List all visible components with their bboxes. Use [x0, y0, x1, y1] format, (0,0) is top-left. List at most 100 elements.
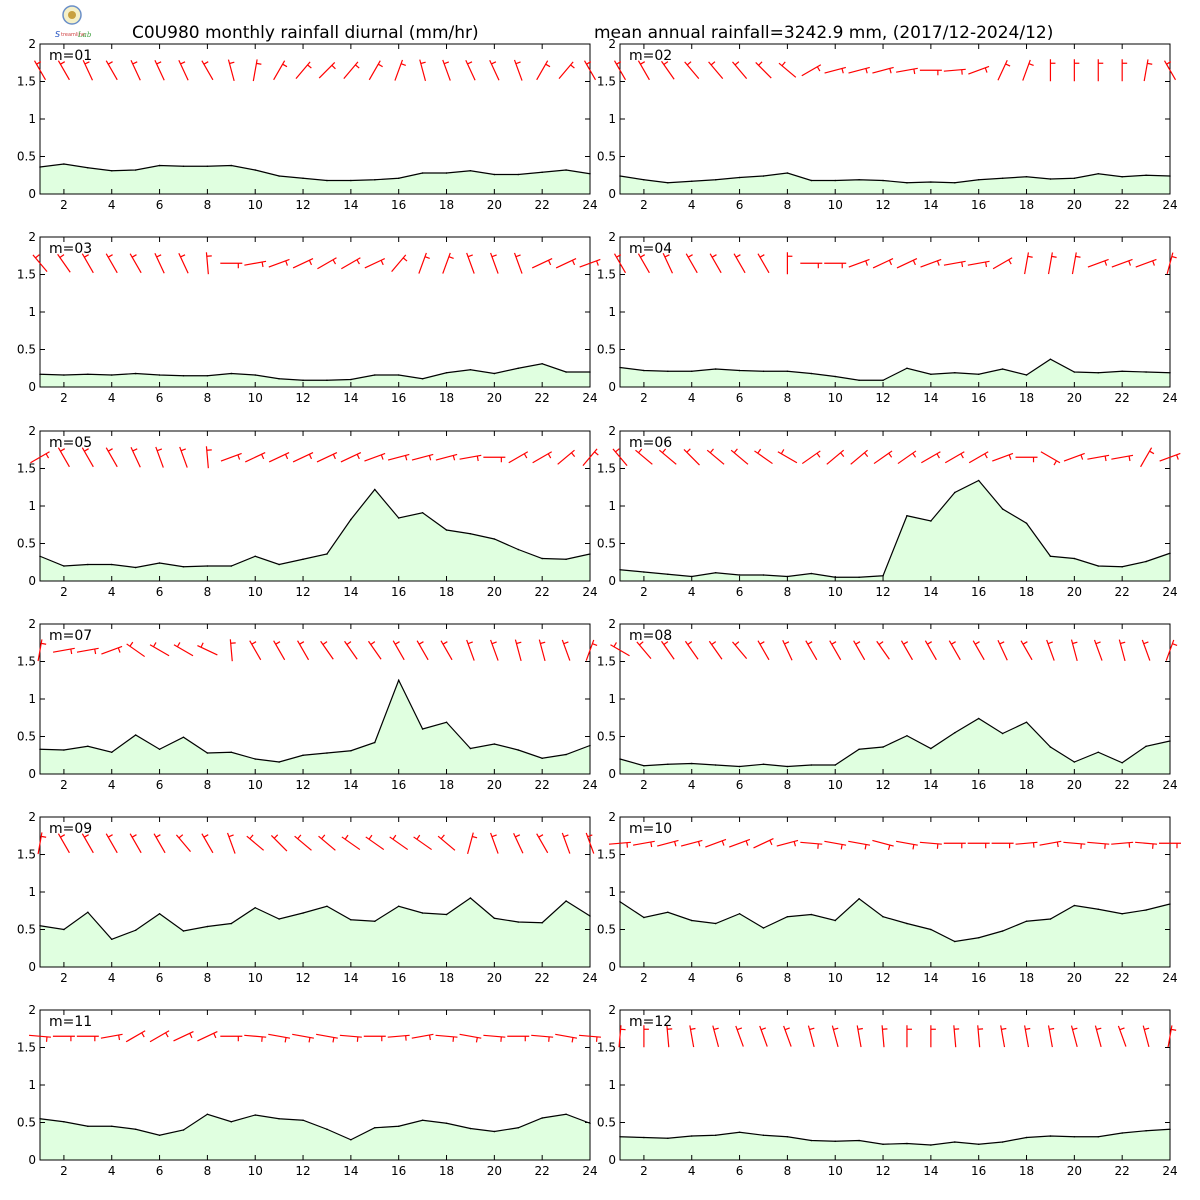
wind-barb-shaft: [561, 639, 571, 661]
x-tick-label: 2: [60, 585, 68, 599]
data-point: [182, 930, 185, 932]
wind-barb: [244, 260, 267, 268]
wind-barb: [419, 59, 427, 82]
wind-barb: [1094, 1025, 1102, 1048]
wind-barb-tick: [467, 641, 473, 645]
wind-barb-tick: [251, 641, 257, 645]
wind-barb-shaft: [972, 640, 985, 661]
wind-barb: [1070, 1025, 1078, 1048]
wind-barb-tick: [322, 641, 328, 646]
y-tick-label: 2: [28, 1003, 36, 1017]
panel-label: m=06: [629, 435, 672, 451]
wind-barb-tick: [640, 254, 646, 258]
wind-barb-shaft: [636, 641, 652, 660]
y-tick-label: 2: [608, 37, 616, 51]
wind-barb: [585, 832, 595, 854]
wind-barb-shaft: [341, 836, 361, 851]
x-tick-label: 24: [1162, 391, 1177, 405]
wind-barb-tick: [308, 1037, 311, 1043]
data-point: [63, 1120, 65, 1123]
rainfall-area: [620, 173, 1170, 194]
data-point: [230, 751, 233, 754]
wind-barb-shaft: [896, 840, 918, 846]
wind-barb-shaft: [130, 447, 141, 468]
x-tick-label: 6: [156, 391, 164, 405]
wind-barb-shaft: [1094, 1025, 1102, 1048]
data-point: [397, 1125, 400, 1128]
wind-barb: [873, 450, 893, 465]
wind-barb-shaft: [129, 253, 142, 274]
wind-barb: [800, 262, 823, 269]
y-tick-label: 1.5: [17, 655, 36, 669]
wind-barb-tick: [759, 641, 765, 645]
wind-barb-shaft: [435, 453, 458, 461]
data-point: [87, 911, 89, 914]
wind-barb-tick: [961, 261, 964, 268]
data-point: [738, 369, 741, 372]
y-tick-label: 1: [608, 885, 616, 899]
wind-barb-tick: [865, 260, 868, 266]
wind-barb: [991, 842, 1014, 849]
data-point: [1049, 555, 1052, 558]
wind-barb: [37, 639, 47, 662]
wind-barb: [392, 640, 405, 661]
rainfall-area: [620, 718, 1170, 774]
wind-barb: [992, 257, 1013, 270]
wind-barb: [896, 840, 918, 850]
x-tick-label: 20: [1067, 971, 1082, 985]
data-point: [1097, 565, 1100, 567]
data-point: [326, 379, 328, 382]
wind-barb: [801, 64, 822, 77]
wind-barb: [1024, 252, 1033, 275]
wind-barb-shaft: [364, 258, 386, 269]
wind-barb-tick: [697, 841, 701, 847]
wind-barb-shaft: [514, 639, 522, 662]
wind-barb-shaft: [585, 639, 595, 661]
data-point: [1097, 908, 1100, 911]
x-tick-label: 20: [487, 391, 502, 405]
x-tick-label: 12: [875, 1164, 890, 1178]
data-point: [714, 571, 717, 574]
data-point: [134, 372, 137, 375]
wind-barb-tick: [380, 260, 384, 266]
wind-barb: [76, 647, 99, 655]
data-point: [667, 911, 669, 914]
wind-barb-shaft: [538, 639, 546, 662]
rainfall-line: [39, 678, 591, 763]
wind-barb-shaft: [1087, 258, 1109, 268]
y-tick-label: 0: [28, 574, 36, 588]
wind-barb-shaft: [733, 253, 746, 274]
wind-barb-tick: [887, 844, 891, 851]
wind-barb-tick: [638, 448, 643, 454]
wind-barb-tick: [587, 834, 593, 838]
wind-barb-shaft: [637, 253, 650, 274]
wind-barb-tick: [132, 448, 138, 452]
wind-barb-shaft: [992, 257, 1013, 270]
y-tick-label: 1: [608, 499, 616, 513]
x-tick-label: 6: [156, 778, 164, 792]
x-tick-label: 16: [391, 778, 406, 792]
wind-barb-shaft: [708, 640, 723, 660]
data-point: [643, 1136, 645, 1139]
wind-barb-tick: [418, 641, 424, 645]
wind-barb-shaft: [829, 640, 842, 661]
data-point: [254, 169, 257, 171]
wind-barb-tick: [94, 648, 97, 655]
wind-barb-shaft: [270, 835, 288, 852]
wind-barb: [557, 449, 576, 465]
x-tick-label: 12: [875, 971, 890, 985]
wind-barb: [708, 640, 723, 660]
wind-barb-shaft: [490, 832, 499, 854]
wind-barb-tick: [1120, 641, 1126, 645]
chart-title-left: C0U980 monthly rainfall diurnal (mm/hr): [132, 23, 479, 43]
data-point: [953, 1141, 956, 1143]
wind-barb-tick: [734, 61, 740, 66]
wind-barb-shaft: [800, 841, 823, 845]
x-tick-label: 16: [971, 585, 986, 599]
wind-barb-shaft: [317, 257, 337, 270]
x-tick-label: 16: [971, 198, 986, 212]
x-tick-label: 8: [784, 778, 792, 792]
x-tick-label: 14: [923, 1164, 938, 1178]
wind-barb: [297, 640, 310, 661]
wind-barb-shaft: [387, 1034, 410, 1038]
